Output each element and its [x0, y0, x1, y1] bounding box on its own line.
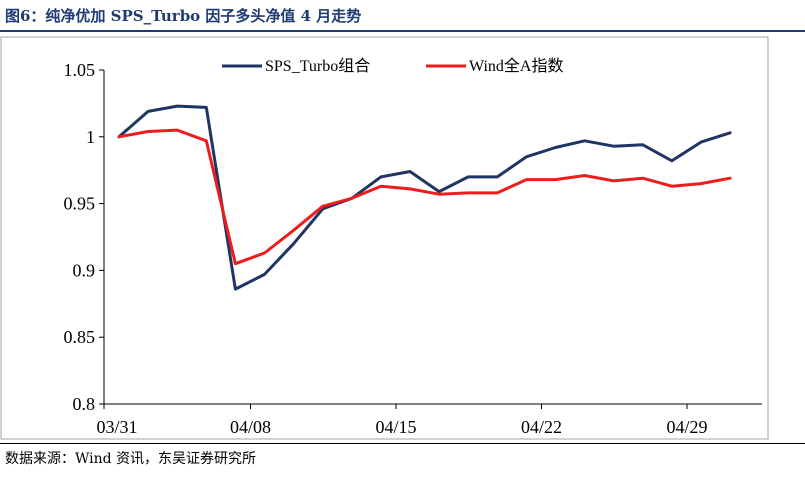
axes: 0.8 0.85 0.9 0.95 1 1.05 03/31 04/08 04/15 04/22 0…: [64, 60, 762, 437]
figure-title: 图6：纯净优加 SPS_Turbo 因子多头净值 4 月走势: [5, 7, 362, 25]
series-line-sps-turbo: [117, 104, 732, 291]
y-tick-label: 1: [86, 127, 95, 147]
footer-rule: [0, 443, 805, 444]
y-tick-label: 0.9: [73, 260, 96, 280]
legend: SPS_Turbo组合 Wind全A指数: [222, 57, 563, 75]
legend-label-sps: SPS_Turbo组合: [265, 57, 370, 75]
y-tick-label: 1.05: [64, 60, 96, 80]
series-lines: [117, 104, 732, 291]
x-tick-label: 04/29: [666, 417, 707, 437]
series-line-wind-all-a: [117, 128, 732, 266]
y-tick-label: 0.95: [64, 194, 96, 214]
legend-label-wind: Wind全A指数: [469, 57, 563, 75]
source-note: 数据来源：Wind 资讯，东吴证券研究所: [5, 451, 257, 467]
x-tick-label: 03/31: [96, 417, 137, 437]
x-tick-label: 04/08: [230, 417, 271, 437]
y-tick-label: 0.85: [64, 327, 96, 347]
x-tick-label: 04/15: [375, 417, 416, 437]
plot-frame: [0, 36, 769, 440]
y-tick-label: 0.8: [73, 394, 96, 414]
title-rule: [0, 30, 805, 32]
x-tick-label: 04/22: [521, 417, 562, 437]
